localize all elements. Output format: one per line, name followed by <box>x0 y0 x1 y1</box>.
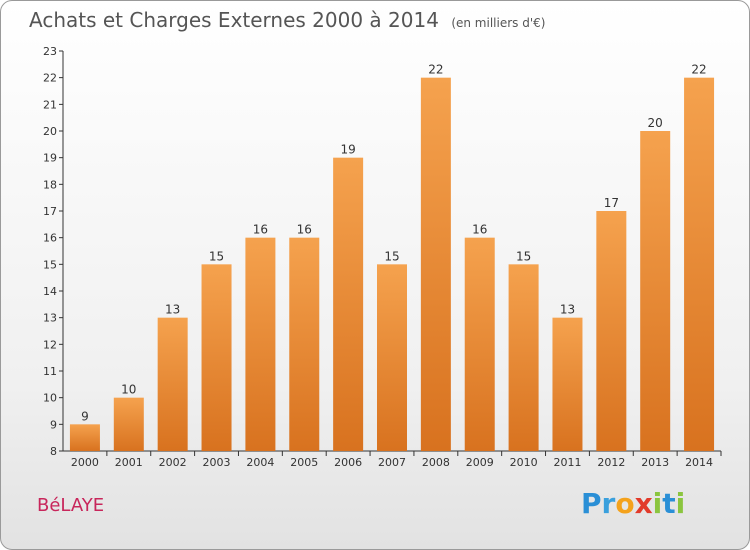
logo-letter: i <box>675 487 686 520</box>
x-tick-label: 2006 <box>334 456 362 469</box>
logo-letter: r <box>601 487 616 520</box>
bar-value-label: 15 <box>384 249 399 263</box>
x-tick-label: 2004 <box>246 456 274 469</box>
logo-letter: P <box>581 487 602 520</box>
x-tick-label: 2005 <box>290 456 318 469</box>
bar-value-label: 16 <box>472 223 487 237</box>
x-tick-label: 2001 <box>115 456 143 469</box>
y-tick-label: 15 <box>43 258 57 271</box>
x-tick-label: 2011 <box>553 456 581 469</box>
bar-2007 <box>377 264 407 451</box>
proxiti-logo: Proxiti <box>581 487 685 520</box>
bar-2005 <box>289 237 320 451</box>
axes: 8 9 10 11 12 13 14 15 16 17 18 19 20 21 22 23 2000 2001 20… <box>43 45 722 469</box>
bar-2012 <box>596 211 627 451</box>
bar-2014 <box>684 77 715 452</box>
y-tick-label: 21 <box>43 98 57 111</box>
bar-2011 <box>552 317 583 451</box>
bar-value-label: 22 <box>691 63 706 77</box>
x-tick-label: 2010 <box>510 456 538 469</box>
y-tick-label: 13 <box>43 312 57 325</box>
y-tick-label: 8 <box>50 445 57 458</box>
chart-title: Achats et Charges Externes 2000 à 2014 (… <box>29 8 545 32</box>
bar-value-label: 20 <box>648 116 663 130</box>
bars: 9 10 13 15 16 16 19 15 22 16 15 13 17 20 22 <box>69 63 715 452</box>
bar-2000 <box>69 424 100 451</box>
bar-value-label: 13 <box>165 303 180 317</box>
y-tick-label: 9 <box>50 418 57 431</box>
bar-2009 <box>464 237 495 451</box>
bar-2006 <box>333 157 364 451</box>
y-tick-label: 18 <box>43 178 57 191</box>
x-tick-label: 2008 <box>422 456 450 469</box>
bar-2010 <box>508 264 539 451</box>
bar-value-label: 16 <box>297 223 312 237</box>
bar-2003 <box>201 264 232 451</box>
bar-value-label: 16 <box>253 223 268 237</box>
x-tick-label: 2012 <box>597 456 625 469</box>
y-tick-label: 12 <box>43 338 57 351</box>
y-tick-label: 23 <box>43 45 57 58</box>
bar-value-label: 19 <box>340 143 355 157</box>
bar-value-label: 9 <box>81 409 89 423</box>
x-tick-label: 2000 <box>71 456 99 469</box>
x-tick-label: 2007 <box>378 456 406 469</box>
bar-2001 <box>113 397 144 451</box>
y-tick-label: 22 <box>43 72 57 85</box>
x-tick-label: 2009 <box>466 456 494 469</box>
bar-value-label: 10 <box>121 383 136 397</box>
bar-value-label: 17 <box>604 196 619 210</box>
bar-value-label: 15 <box>209 249 224 263</box>
logo-letter: o <box>615 487 635 520</box>
x-tick-label: 2003 <box>203 456 231 469</box>
y-tick-label: 19 <box>43 152 57 165</box>
bar-value-label: 22 <box>428 63 443 77</box>
bar-2002 <box>157 317 188 451</box>
y-tick-label: 17 <box>43 205 57 218</box>
bar-2013 <box>640 131 671 451</box>
bar-2004 <box>245 237 276 451</box>
bar-2008 <box>420 77 451 452</box>
x-tick-label: 2014 <box>685 456 713 469</box>
title-text: Achats et Charges Externes 2000 à 2014 <box>29 8 439 32</box>
x-tick-label: 2013 <box>641 456 669 469</box>
logo-letter: i <box>652 487 663 520</box>
logo-letter: t <box>662 487 676 520</box>
subtitle-text: (en milliers d'€) <box>451 16 546 30</box>
y-tick-label: 14 <box>43 285 57 298</box>
x-tick-label: 2002 <box>159 456 187 469</box>
bar-value-label: 13 <box>560 303 575 317</box>
bar-value-label: 15 <box>516 249 531 263</box>
y-tick-label: 11 <box>43 365 57 378</box>
y-tick-label: 10 <box>43 392 57 405</box>
commune-name: BéLAYE <box>37 495 105 516</box>
logo-letter: x <box>634 487 653 520</box>
y-tick-label: 16 <box>43 232 57 245</box>
y-tick-label: 20 <box>43 125 57 138</box>
